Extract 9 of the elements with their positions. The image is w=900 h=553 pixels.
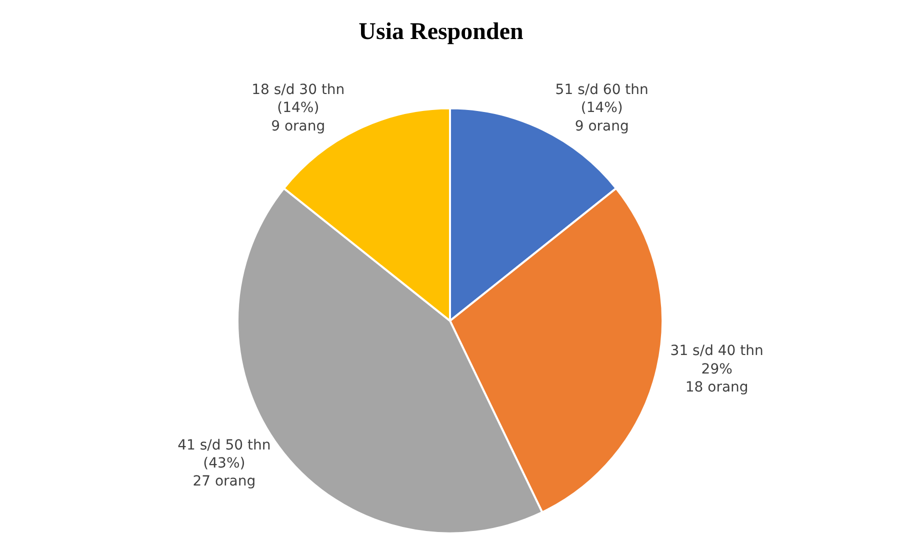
slice-label: 18 s/d 30 thn bbox=[252, 82, 345, 98]
slice-label: 31 s/d 40 thn bbox=[670, 343, 764, 360]
slice-label: 41 s/d 50 thn bbox=[178, 437, 271, 454]
chart-title: Usia Responden bbox=[358, 18, 524, 45]
data-label: (14%) 9 orang bbox=[574, 100, 629, 134]
slice-label: 51 s/d 60 thn bbox=[555, 82, 648, 98]
data-label: (43%) 27 orang bbox=[192, 456, 256, 490]
data-label: (14%) 9 orang bbox=[271, 100, 326, 134]
data-label: 29% 18 orang bbox=[685, 361, 748, 396]
